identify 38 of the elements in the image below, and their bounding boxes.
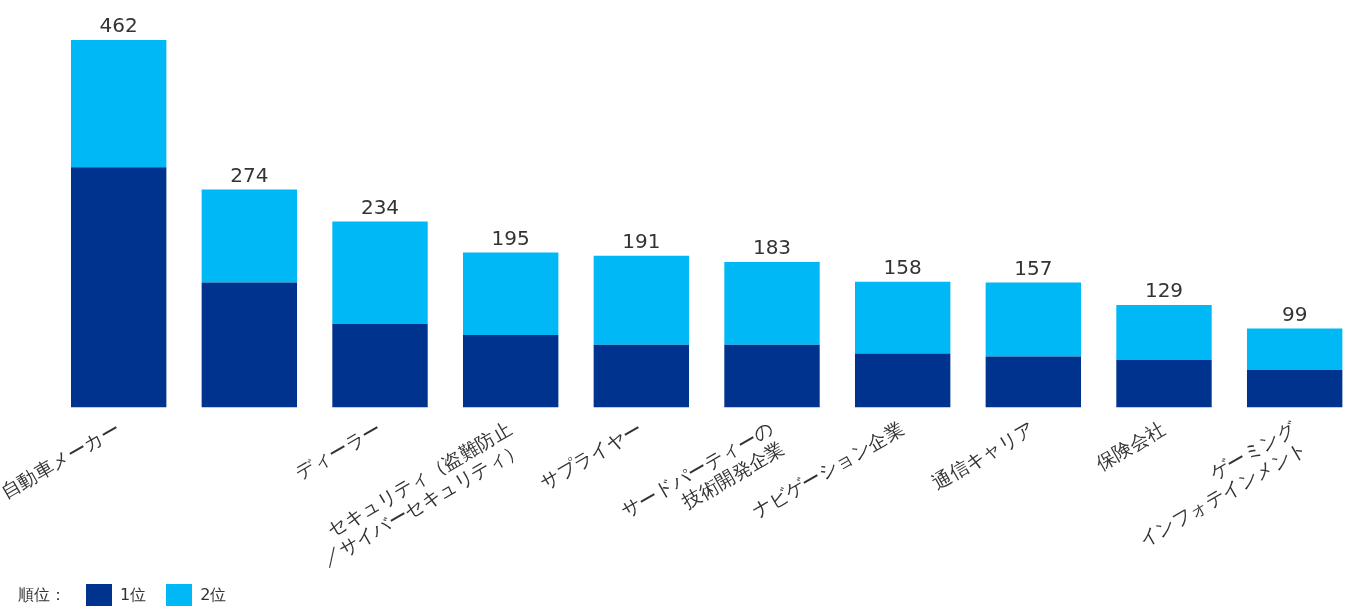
bar [462, 252, 559, 336]
bar [1116, 359, 1212, 408]
bar [593, 255, 690, 345]
bar [854, 353, 951, 408]
bar [70, 40, 167, 168]
bar [201, 189, 298, 283]
annotation: 129 [1144, 278, 1184, 303]
x-tick-label: サプライヤー [536, 417, 646, 494]
bar [332, 324, 428, 408]
annotation: 462 [99, 13, 138, 38]
bar [1246, 328, 1343, 371]
bar [985, 282, 1082, 357]
x-tick-label: 保険会社 [1091, 417, 1169, 475]
annotation: 158 [883, 255, 922, 280]
legend-label: 1位 [120, 584, 147, 606]
bar [593, 344, 690, 408]
bar [1116, 304, 1212, 360]
bar [724, 261, 820, 345]
annotation: 234 [360, 194, 400, 219]
legend-title: 順位： [18, 584, 66, 606]
x-tick-label: 自動車メーカー [0, 417, 124, 503]
annotation: 274 [230, 162, 269, 187]
bar [70, 167, 167, 408]
bar [985, 356, 1082, 408]
bar [854, 281, 951, 354]
bar [462, 335, 559, 408]
annotation: 191 [622, 228, 661, 253]
bar [201, 282, 298, 408]
annotation: 99 [1281, 301, 1308, 326]
x-tick-label: ディーラー [291, 417, 385, 484]
annotation: 195 [491, 225, 530, 250]
annotation: 183 [752, 235, 792, 260]
legend-label: 2位 [200, 584, 227, 606]
annotation: 157 [1014, 255, 1053, 280]
bar [1246, 370, 1343, 408]
bar [724, 344, 820, 408]
bar [332, 221, 428, 325]
x-tick-label: 通信キャリア [928, 417, 1038, 494]
